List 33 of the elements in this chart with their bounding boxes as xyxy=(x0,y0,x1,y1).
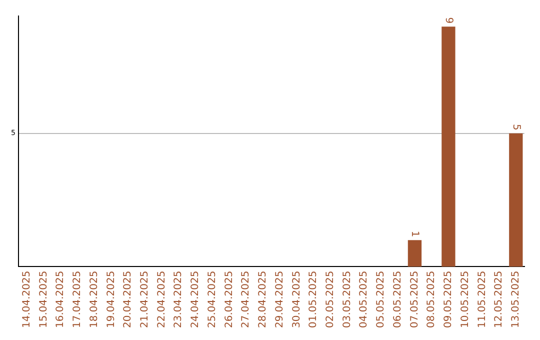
x-tick-label: 29.04.2025 xyxy=(274,270,286,328)
x-tick-label: 18.04.2025 xyxy=(88,270,100,328)
x-tick-label: 23.04.2025 xyxy=(173,270,184,328)
x-tick-label: 17.04.2025 xyxy=(72,270,84,328)
x-tick-label: 24.04.2025 xyxy=(190,270,202,328)
data-label: 5 xyxy=(510,124,522,130)
x-tick-label: 12.05.2025 xyxy=(494,270,505,328)
x-tick-label: 04.05.2025 xyxy=(358,270,370,328)
x-tick-label: 07.05.2025 xyxy=(409,270,420,328)
x-tick-label: 21.04.2025 xyxy=(140,270,151,328)
x-tick-label: 26.04.2025 xyxy=(224,270,235,328)
x-tick-label: 13.05.2025 xyxy=(510,270,522,328)
x-tick-label: 06.05.2025 xyxy=(392,270,404,328)
x-tick-label: 20.04.2025 xyxy=(122,270,134,328)
data-label: 1 xyxy=(409,230,420,238)
x-tick-label: 22.04.2025 xyxy=(156,270,168,328)
data-label: 9 xyxy=(442,17,454,24)
x-tick-label: 15.04.2025 xyxy=(38,270,50,328)
x-tick-label: 30.04.2025 xyxy=(291,270,302,328)
x-tick-label: 28.04.2025 xyxy=(258,270,269,328)
x-tick-label: 19.04.2025 xyxy=(106,270,117,328)
x-tick-label: 25.04.2025 xyxy=(206,270,218,328)
x-tick-label: 16.04.2025 xyxy=(55,270,66,328)
x-tick-label: 11.05.2025 xyxy=(476,270,488,328)
x-tick-label: 09.05.2025 xyxy=(443,270,454,328)
x-tick-label: 03.05.2025 xyxy=(342,270,353,328)
x-tick-label: 14.04.2025 xyxy=(21,270,32,328)
x-tick-label: 01.05.2025 xyxy=(308,270,320,328)
x-tick-label: 27.04.2025 xyxy=(240,270,252,328)
x-tick-label: 05.05.2025 xyxy=(376,270,387,328)
x-tick-label: 02.05.2025 xyxy=(325,270,336,328)
x-tick-label: 10.05.2025 xyxy=(460,270,471,328)
x-tick-label: 08.05.2025 xyxy=(426,270,438,328)
